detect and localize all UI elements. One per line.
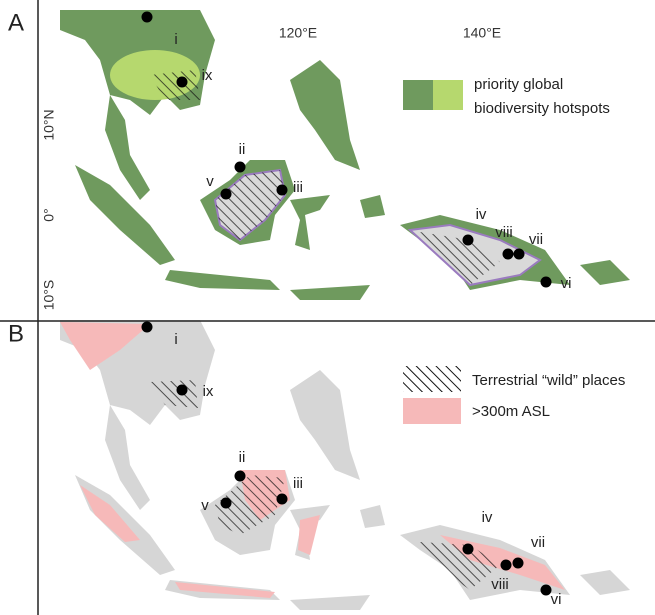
site-label: vi [551, 591, 562, 608]
site-label: iii [293, 475, 303, 492]
site-marker [142, 12, 153, 23]
lon-label: 140°E [463, 25, 501, 41]
lat-label: 10°S [41, 280, 57, 311]
site-marker [463, 235, 474, 246]
lat-label: 0° [41, 208, 57, 221]
panel-label: B [8, 320, 24, 347]
site-marker [463, 544, 474, 555]
site-marker [221, 189, 232, 200]
lat-label: 10°N [41, 109, 57, 140]
site-marker [541, 277, 552, 288]
site-marker [235, 471, 246, 482]
site-label: v [206, 173, 214, 190]
site-label: ix [202, 67, 213, 84]
site-marker [142, 322, 153, 333]
site-marker [277, 185, 288, 196]
site-label: ix [203, 383, 214, 400]
legend-text: Terrestrial “wild” places [472, 372, 625, 389]
legend-swatch [403, 80, 433, 110]
site-label: v [201, 497, 209, 514]
map-panel-a [60, 10, 630, 300]
site-marker [503, 249, 514, 260]
figure: A B 120°E 140°E 10°N 0° 10°S priority gl… [0, 0, 655, 615]
site-marker [221, 498, 232, 509]
legend-text: priority global [474, 76, 563, 93]
site-label: iv [476, 206, 487, 223]
map-panel-b [60, 320, 630, 610]
site-label: ii [239, 141, 246, 158]
legend-swatch [403, 398, 461, 424]
site-label: i [174, 331, 177, 348]
site-marker [177, 385, 188, 396]
site-marker [514, 249, 525, 260]
site-label: viii [495, 224, 513, 241]
panel-label: A [8, 9, 24, 36]
site-label: i [174, 31, 177, 48]
legend-text: biodiversity hotspots [474, 100, 610, 117]
legend-text: >300m ASL [472, 403, 550, 420]
legend-swatch [433, 80, 463, 110]
site-label: iii [293, 179, 303, 196]
site-marker [501, 560, 512, 571]
site-label: ii [239, 449, 246, 466]
legend-swatch [403, 366, 461, 392]
site-label: vi [561, 275, 572, 292]
site-label: vii [529, 231, 543, 248]
site-marker [177, 77, 188, 88]
site-marker [513, 558, 524, 569]
site-label: vii [531, 534, 545, 551]
site-marker [277, 494, 288, 505]
lon-label: 120°E [279, 25, 317, 41]
site-label: iv [482, 509, 493, 526]
site-label: viii [491, 576, 509, 593]
site-marker [235, 162, 246, 173]
